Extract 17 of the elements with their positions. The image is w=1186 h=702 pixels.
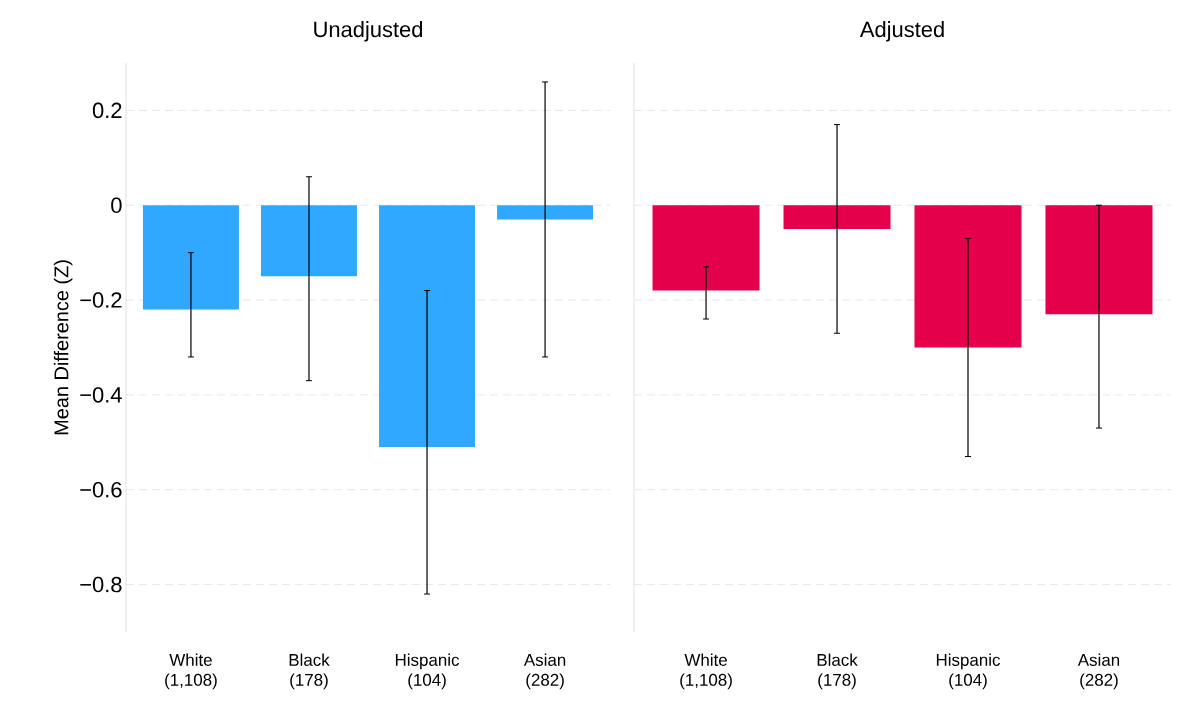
y-tick-label: 0 — [111, 197, 122, 213]
y-tick-label: 0.2 — [92, 102, 122, 119]
x-tick-label: White (1,108) — [165, 653, 217, 690]
y-axis-title: Mean Difference (Z) — [53, 260, 73, 435]
y-tick-label: −0.4 — [80, 387, 122, 403]
x-tick-label: White (1,108) — [680, 653, 732, 690]
x-tick-label: Asian (282) — [523, 653, 566, 690]
x-tick-label: Hispanic (104) — [395, 653, 460, 690]
x-tick-label: Black (178) — [289, 653, 330, 690]
chart-title: Unadjusted — [314, 21, 423, 42]
y-tick-label: −0.8 — [80, 576, 122, 593]
x-tick-label: Asian (282) — [1077, 653, 1120, 690]
y-tick-label: −0.6 — [80, 481, 122, 498]
x-tick-label: Hispanic (104) — [936, 653, 1001, 690]
y-tick-label: −0.2 — [80, 292, 122, 308]
chart-title: Adjusted — [859, 21, 944, 42]
x-tick-label: Black (178) — [817, 653, 858, 690]
